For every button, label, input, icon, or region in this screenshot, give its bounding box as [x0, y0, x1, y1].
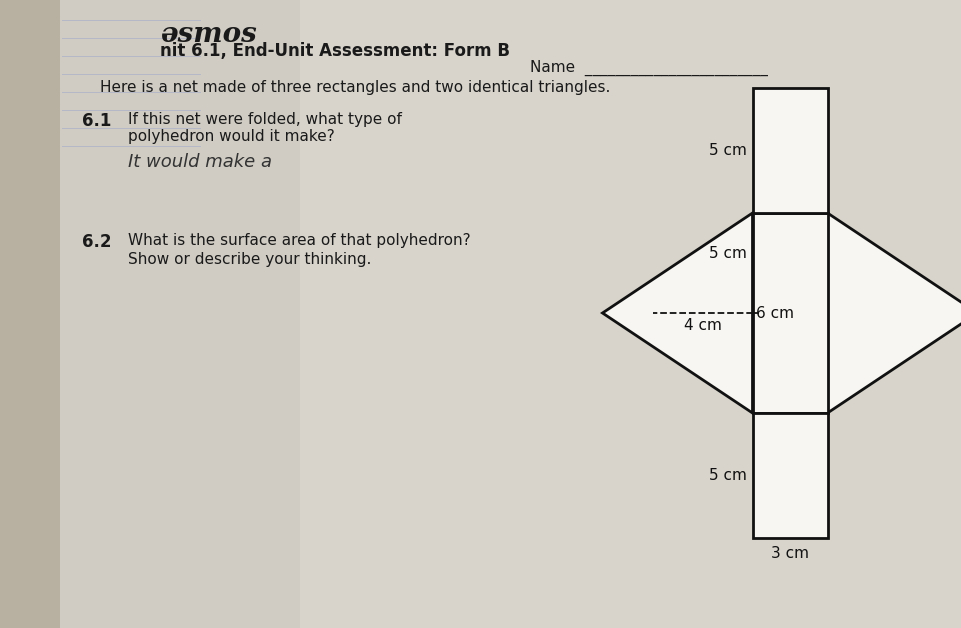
Polygon shape	[827, 213, 961, 413]
Text: 5 cm: 5 cm	[708, 246, 747, 261]
Bar	[752, 413, 827, 538]
Polygon shape	[300, 0, 961, 628]
Text: 5 cm: 5 cm	[708, 143, 747, 158]
Text: polyhedron would it make?: polyhedron would it make?	[128, 129, 334, 144]
Text: 6.2: 6.2	[82, 233, 111, 251]
Text: If this net were folded, what type of: If this net were folded, what type of	[128, 112, 402, 127]
Polygon shape	[603, 213, 752, 413]
Text: What is the surface area of that polyhedron?: What is the surface area of that polyhed…	[128, 233, 471, 248]
Text: əsmos: əsmos	[160, 21, 257, 48]
Polygon shape	[60, 0, 961, 628]
Text: 3 cm: 3 cm	[771, 546, 809, 561]
Text: It would make a: It would make a	[128, 153, 272, 171]
Bar	[752, 88, 827, 213]
Text: 6.1: 6.1	[82, 112, 111, 130]
Text: 5 cm: 5 cm	[708, 468, 747, 483]
Text: 6 cm: 6 cm	[756, 305, 795, 320]
Text: Show or describe your thinking.: Show or describe your thinking.	[128, 252, 371, 267]
Text: nit 6.1, End-Unit Assessment: Form B: nit 6.1, End-Unit Assessment: Form B	[160, 42, 510, 60]
Text: 4 cm: 4 cm	[683, 318, 722, 333]
Text: Name  ________________________: Name ________________________	[530, 60, 768, 76]
Bar	[752, 213, 827, 413]
Text: Here is a net made of three rectangles and two identical triangles.: Here is a net made of three rectangles a…	[100, 80, 610, 95]
